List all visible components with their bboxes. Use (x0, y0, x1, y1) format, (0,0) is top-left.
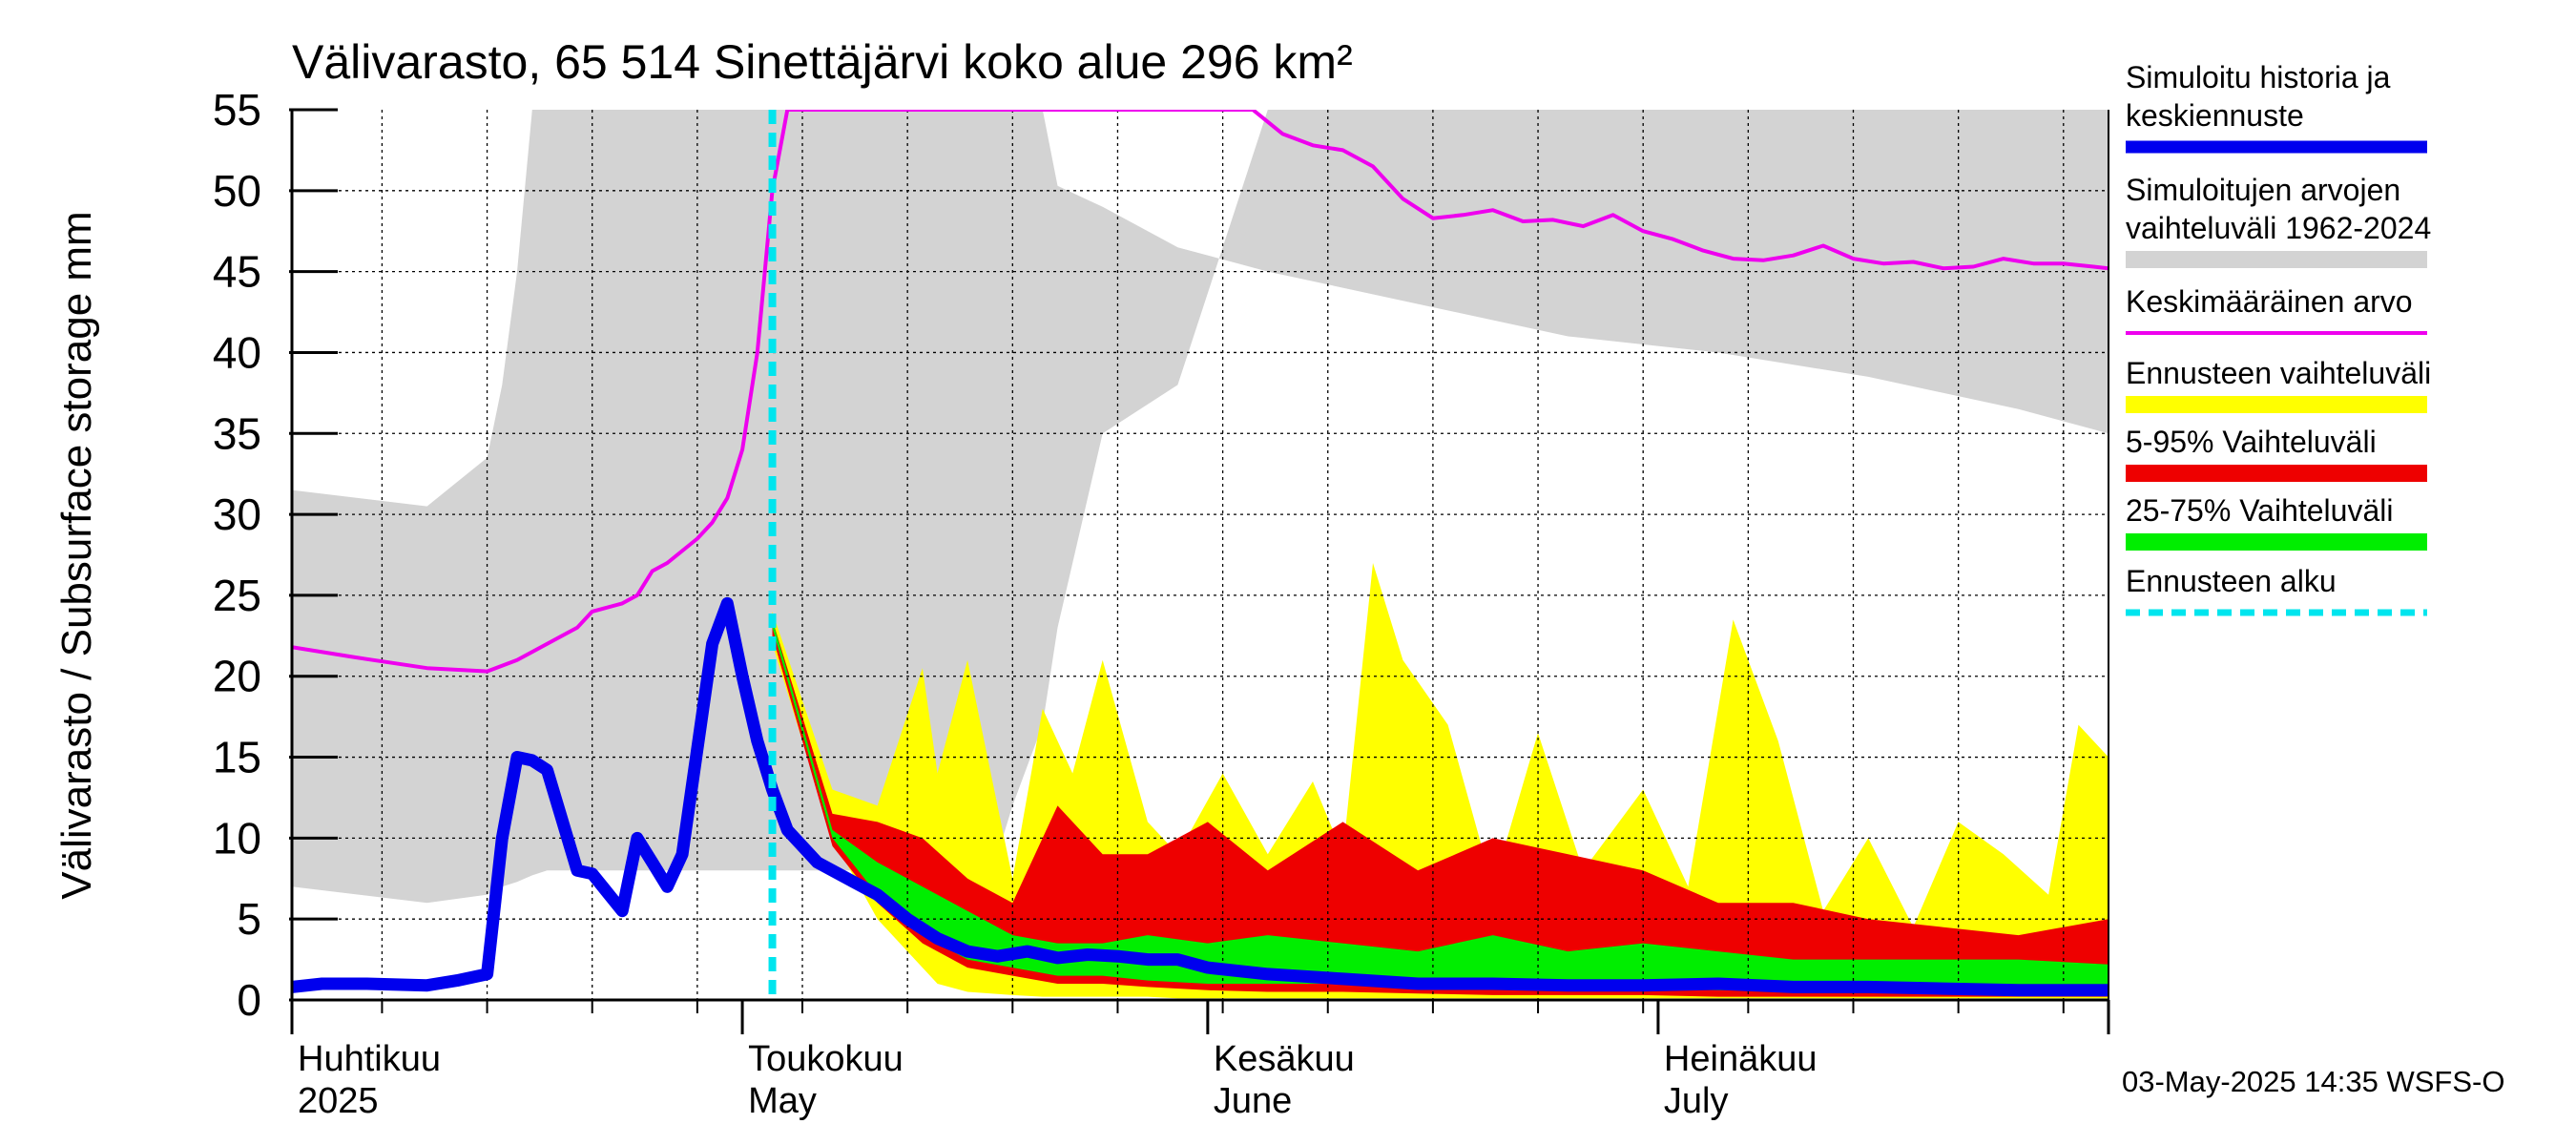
chart-axes (290, 110, 2109, 1002)
y-tick-label: 35 (213, 408, 261, 458)
y-tick-label: 25 (213, 571, 261, 620)
y-tick-label: 55 (213, 85, 261, 135)
legend-label: Simuloitujen arvojen vaihteluväli 1962-20… (2126, 173, 2431, 245)
y-tick-label: 15 (213, 733, 261, 782)
y-tick-label: 10 (213, 813, 261, 863)
legend-swatch (2126, 251, 2427, 268)
legend: Simuloitu historia ja keskiennuste Simuloi… (2126, 60, 2431, 616)
y-tick-label: 45 (213, 247, 261, 297)
legend-item-5-95-vaihteluv-li: 5-95% Vaihteluväli (2126, 425, 2427, 482)
legend-item-keskim-r-inen-arvo: Keskimääräinen arvo (2126, 284, 2427, 335)
y-tick-label: 50 (213, 166, 261, 216)
month-label-fi: Toukokuu (748, 1039, 904, 1079)
line-simuloitu-historia-ja-keskiennuste (292, 596, 2109, 997)
legend-label: Simuloitu historia ja keskiennuste (2126, 60, 2391, 133)
chart-bands (292, 110, 2109, 999)
legend-item-ennusteen-alku: Ennusteen alku (2126, 564, 2427, 616)
band-5-95-vaihteluv-li (772, 619, 2109, 997)
month-label-en: June (1214, 1081, 1292, 1121)
y-axis-label: Välivarasto / Subsurface storage mm (53, 211, 100, 899)
month-label-en: 2025 (298, 1081, 379, 1121)
legend-label: 5-95% Vaihteluväli (2126, 425, 2377, 459)
legend-swatch (2126, 533, 2427, 551)
line-keskim-r-inen-arvo (292, 110, 2109, 674)
month-label-fi: Huhtikuu (298, 1039, 441, 1079)
legend-label: Ennusteen alku (2126, 564, 2337, 598)
y-tick-label: 0 (237, 975, 261, 1025)
band-simuloitujen-arvojen-vaihteluv-li-1962-2024 (292, 110, 2109, 904)
chart-lines (292, 110, 2109, 997)
legend-swatch (2126, 465, 2427, 482)
legend-item-simuloitu-historia-ja-keskiennuste: Simuloitu historia ja keskiennuste (2126, 60, 2427, 154)
legend-label: Ennusteen vaihteluväli (2126, 356, 2431, 390)
month-label-en: July (1664, 1081, 1729, 1121)
y-tick-label: 30 (213, 489, 261, 539)
y-tick-label: 5 (237, 894, 261, 944)
legend-label: Keskimääräinen arvo (2126, 284, 2413, 319)
y-tick-label: 40 (213, 327, 261, 377)
legend-label: 25-75% Vaihteluväli (2126, 493, 2393, 528)
y-tick-label: 20 (213, 652, 261, 701)
legend-item-ennusteen-vaihteluv-li: Ennusteen vaihteluväli (2126, 356, 2431, 413)
chart-title: Välivarasto, 65 514 Sinettäjärvi koko al… (292, 35, 1353, 89)
month-label-en: May (748, 1081, 817, 1121)
month-label-fi: Kesäkuu (1214, 1039, 1355, 1079)
legend-item-simuloitujen-arvojen-vaihteluv-li-1962-2024: Simuloitujen arvojen vaihteluväli 1962-20… (2126, 173, 2431, 268)
legend-swatch (2126, 396, 2427, 413)
month-label-fi: Heinäkuu (1664, 1039, 1818, 1079)
footer-timestamp: 03-May-2025 14:35 WSFS-O (2122, 1065, 2504, 1098)
y-tick-labels: 0 5 10 15 20 25 30 35 40 45 50 55 (213, 85, 2065, 1025)
legend-item-25-75-vaihteluv-li: 25-75% Vaihteluväli (2126, 493, 2427, 551)
